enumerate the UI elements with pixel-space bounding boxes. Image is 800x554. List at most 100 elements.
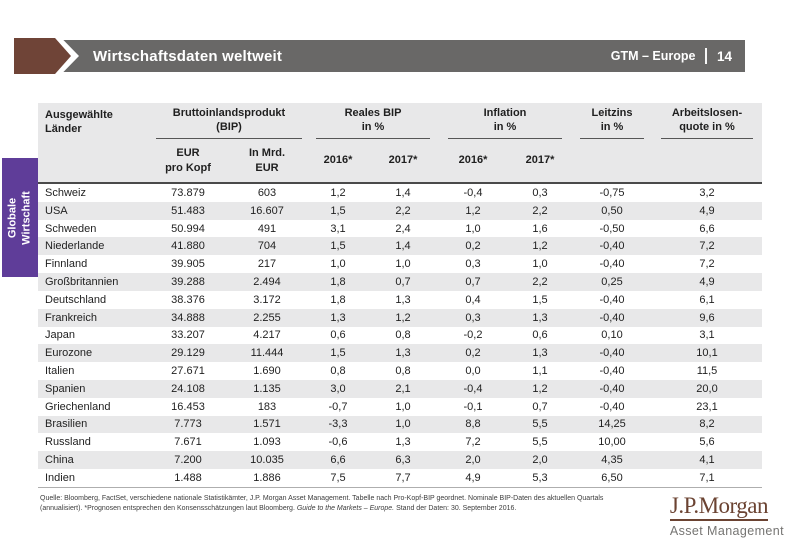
gtm-series-label: GTM – Europe (610, 49, 696, 63)
value-cell: 11.444 (250, 347, 284, 360)
value-cell: -0,40 (599, 258, 625, 271)
value-cell: -0,40 (599, 400, 625, 413)
value-cell: 7.773 (174, 418, 202, 431)
value-cell: 73.879 (171, 186, 205, 199)
page-number: 14 (716, 48, 732, 64)
value-cell: 0,6 (532, 329, 548, 342)
table-row: Russland 7.671 1.093 -0,6 1,3 7,2 5,5 10,00 5,6 (38, 433, 762, 451)
value-cell: 1,2 (330, 186, 346, 199)
value-cell: 0,0 (465, 365, 481, 378)
value-cell: -0,1 (463, 400, 483, 413)
value-cell: 16.453 (171, 400, 205, 413)
footnote-text-end: Stand der Daten: 30. September 2016. (394, 505, 517, 513)
value-cell: -0,75 (599, 186, 625, 199)
value-cell: 51.483 (171, 204, 205, 217)
value-cell: 6,6 (330, 454, 346, 467)
section-tab-label: Globale Wirtschaft (6, 190, 32, 245)
value-cell: 1.571 (253, 418, 281, 431)
value-cell: 217 (257, 258, 277, 271)
value-cell: 1,3 (330, 311, 346, 324)
value-cell: 1,2 (395, 311, 411, 324)
value-cell: -0,40 (599, 365, 625, 378)
subheader-bip-2016: 2016* (323, 154, 353, 167)
footnote-italic-title: Guide to the Markets – Europe. (296, 505, 395, 513)
value-cell: 27.671 (171, 365, 205, 378)
value-cell: -0,4 (463, 382, 483, 395)
value-cell: 1,0 (532, 258, 548, 271)
value-cell: 7,2 (465, 436, 481, 449)
value-cell: 1,4 (395, 240, 411, 253)
value-cell: 1,2 (532, 240, 548, 253)
value-cell: 0,2 (465, 347, 481, 360)
value-cell: 7,2 (699, 258, 715, 271)
country-cell: Indien (45, 471, 75, 484)
table-row: Italien 27.671 1.690 0,8 0,8 0,0 1,1 -0,40 11,5 (38, 362, 762, 380)
value-cell: 0,3 (465, 311, 481, 324)
value-cell: 2,2 (532, 275, 548, 288)
value-cell: 1,5 (532, 293, 548, 306)
value-cell: 0,50 (601, 204, 623, 217)
value-cell: 0,8 (395, 329, 411, 342)
value-cell: 1,0 (465, 222, 481, 235)
value-cell: -3,3 (328, 418, 348, 431)
value-cell: 2.494 (253, 275, 281, 288)
value-cell: 4,35 (601, 454, 623, 467)
value-cell: 4,1 (699, 454, 715, 467)
country-cell: Schweden (45, 222, 97, 235)
value-cell: 1.093 (253, 436, 281, 449)
value-cell: 39.288 (171, 275, 205, 288)
value-cell: -0,40 (599, 240, 625, 253)
value-cell: 14,25 (598, 418, 626, 431)
gtm-page-indicator: GTM – Europe 14 (611, 48, 732, 64)
value-cell: 4,9 (699, 204, 715, 217)
table-row: Schweden 50.994 491 3,1 2,4 1,0 1,6 -0,50 6,6 (38, 220, 762, 238)
value-cell: 1,5 (330, 240, 346, 253)
value-cell: 1,8 (330, 293, 346, 306)
value-cell: 1,3 (532, 311, 548, 324)
value-cell: 7.671 (174, 436, 202, 449)
value-cell: 0,10 (601, 329, 623, 342)
value-cell: 0,8 (395, 365, 411, 378)
divider (705, 48, 707, 64)
value-cell: 5,6 (699, 436, 715, 449)
value-cell: 4,9 (465, 471, 481, 484)
value-cell: 1,3 (395, 347, 411, 360)
value-cell: 1.488 (174, 471, 202, 484)
subheader-in-mrd-eur: In Mrd. EUR (248, 147, 286, 174)
table-row: China 7.200 10.035 6,6 6,3 2,0 2,0 4,35 4,1 (38, 451, 762, 469)
value-cell: 1,2 (532, 382, 548, 395)
value-cell: 41.880 (171, 240, 205, 253)
value-cell: 10,00 (598, 436, 626, 449)
jpmorgan-logo: J.P.Morgan Asset Management (669, 493, 784, 538)
table-row: Finnland 39.905 217 1,0 1,0 0,3 1,0 -0,40 7,2 (38, 255, 762, 273)
value-cell: 0,8 (330, 365, 346, 378)
value-cell: 1,5 (330, 347, 346, 360)
value-cell: 0,7 (395, 275, 411, 288)
value-cell: -0,4 (463, 186, 483, 199)
value-cell: 3,1 (330, 222, 346, 235)
value-cell: 1,0 (395, 418, 411, 431)
value-cell: 0,3 (465, 258, 481, 271)
value-cell: -0,2 (463, 329, 483, 342)
value-cell: 1,0 (395, 400, 411, 413)
table-row: Niederlande 41.880 704 1,5 1,4 0,2 1,2 -0,40 7,2 (38, 237, 762, 256)
value-cell: 6,6 (699, 222, 715, 235)
country-cell: Finnland (45, 258, 88, 271)
country-cell: Großbritannien (45, 275, 119, 288)
value-cell: 7,2 (699, 240, 715, 253)
source-footnote: Quelle: Bloomberg, FactSet, verschiedene… (40, 494, 660, 514)
country-cell: Deutschland (45, 293, 107, 306)
value-cell: 3.172 (253, 293, 281, 306)
value-cell: 5,5 (532, 436, 548, 449)
table-header: Ausgewählte Länder Bruttoinlandsprodukt … (38, 103, 762, 184)
value-cell: 5,5 (532, 418, 548, 431)
value-cell: 0,7 (465, 275, 481, 288)
value-cell: 8,8 (465, 418, 481, 431)
col-group-reales-bip: Reales BIP in % (316, 103, 430, 139)
country-cell: Eurozone (45, 347, 93, 360)
value-cell: 2,2 (395, 204, 411, 217)
country-cell: USA (45, 204, 68, 217)
subheader-eur-pro-kopf: EUR pro Kopf (165, 147, 211, 174)
value-cell: 1.886 (253, 471, 281, 484)
table-row: Eurozone 29.129 11.444 1,5 1,3 0,2 1,3 -0,40 10,… (38, 344, 762, 363)
